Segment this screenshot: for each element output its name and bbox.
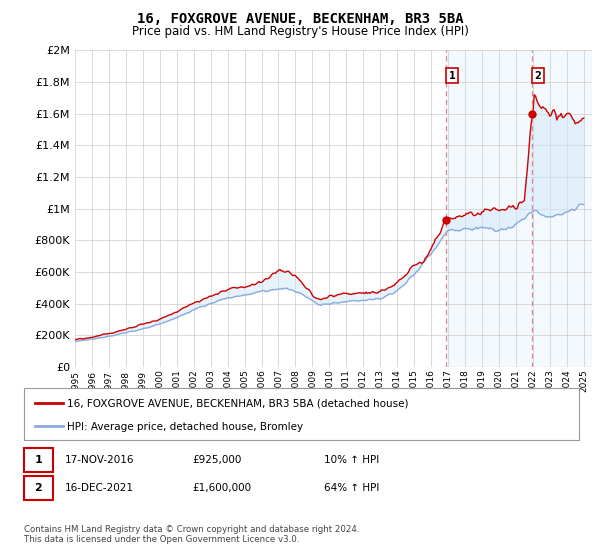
Text: £1,600,000: £1,600,000 xyxy=(192,483,251,493)
Text: Contains HM Land Registry data © Crown copyright and database right 2024.
This d: Contains HM Land Registry data © Crown c… xyxy=(24,525,359,544)
Text: 10% ↑ HPI: 10% ↑ HPI xyxy=(324,455,379,465)
Text: 17-NOV-2016: 17-NOV-2016 xyxy=(65,455,134,465)
Text: 1: 1 xyxy=(449,71,455,81)
Text: £925,000: £925,000 xyxy=(192,455,241,465)
Bar xyxy=(446,50,592,367)
Text: 1: 1 xyxy=(35,455,42,465)
Text: Price paid vs. HM Land Registry's House Price Index (HPI): Price paid vs. HM Land Registry's House … xyxy=(131,25,469,38)
Text: 16-DEC-2021: 16-DEC-2021 xyxy=(65,483,134,493)
Text: 2: 2 xyxy=(35,483,42,493)
Text: 16, FOXGROVE AVENUE, BECKENHAM, BR3 5BA (detached house): 16, FOXGROVE AVENUE, BECKENHAM, BR3 5BA … xyxy=(67,398,409,408)
Text: 2: 2 xyxy=(535,71,541,81)
Text: 64% ↑ HPI: 64% ↑ HPI xyxy=(324,483,379,493)
Text: 16, FOXGROVE AVENUE, BECKENHAM, BR3 5BA: 16, FOXGROVE AVENUE, BECKENHAM, BR3 5BA xyxy=(137,12,463,26)
Text: HPI: Average price, detached house, Bromley: HPI: Average price, detached house, Brom… xyxy=(67,422,304,432)
